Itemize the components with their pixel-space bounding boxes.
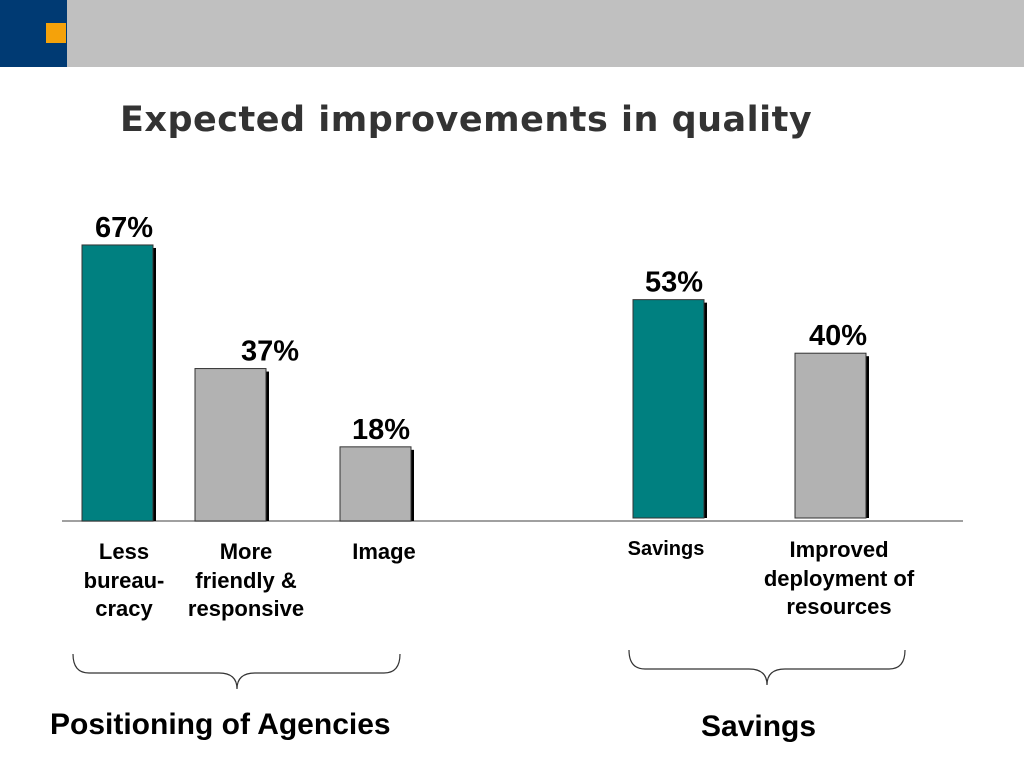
group-label-1: Positioning of Agencies (50, 708, 391, 741)
bar-4 (632, 299, 705, 519)
category-label-5: Improved deployment of resources (763, 537, 915, 620)
category-label-4: Savings (627, 538, 705, 560)
data-label-3: 18% (352, 414, 410, 446)
data-label-2: 37% (241, 336, 299, 368)
bar-1 (81, 244, 154, 522)
slide-title: Expected improvements in quality (120, 100, 813, 140)
bar-3 (339, 446, 412, 522)
category-label-1: Less bureau- cracy (83, 539, 165, 622)
data-label-5: 40% (809, 320, 867, 352)
corner-accent-square (46, 23, 66, 43)
category-label-3: Image (352, 539, 416, 564)
data-label-1: 67% (95, 212, 153, 244)
bar-5 (794, 352, 867, 519)
data-label-4: 53% (645, 267, 703, 299)
group-label-2: Savings (701, 710, 817, 743)
group-brace-positioning (72, 653, 401, 690)
category-label-2: More friendly & responsive (187, 539, 305, 622)
header-band (0, 0, 1024, 67)
group-brace-savings (628, 649, 906, 686)
bar-2 (194, 368, 267, 522)
